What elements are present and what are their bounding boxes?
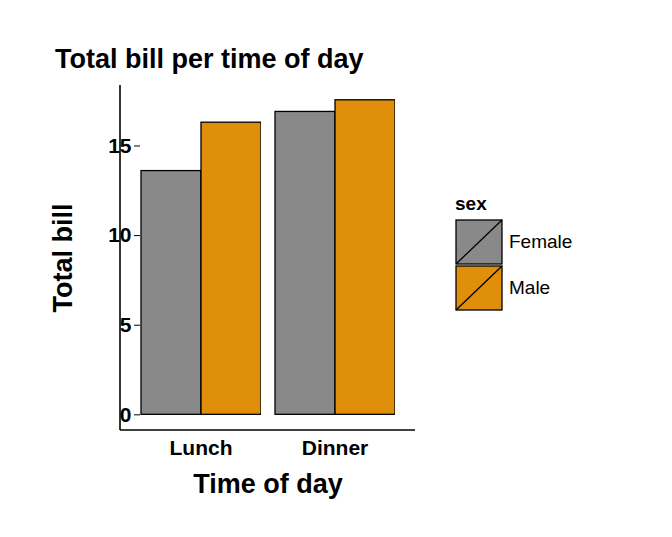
html-text:sex: sex <box>455 193 487 214</box>
svg-text:15: 15 <box>108 133 132 157</box>
svg-text:5: 5 <box>120 313 132 336</box>
svg-text:10: 10 <box>108 223 132 247</box>
html-text:Male: Male <box>509 277 551 298</box>
html-text:Total bill per time of day: Total bill per time of day <box>55 44 364 74</box>
svg-text:Dinner: Dinner <box>302 436 369 459</box>
svg-text:0: 0 <box>120 403 132 426</box>
svg-text:Total bill: Total bill <box>48 204 78 313</box>
html-text:Female: Female <box>509 231 573 252</box>
svg-text:Time of day: Time of day <box>193 469 343 499</box>
svg-text:Lunch: Lunch <box>170 436 233 459</box>
